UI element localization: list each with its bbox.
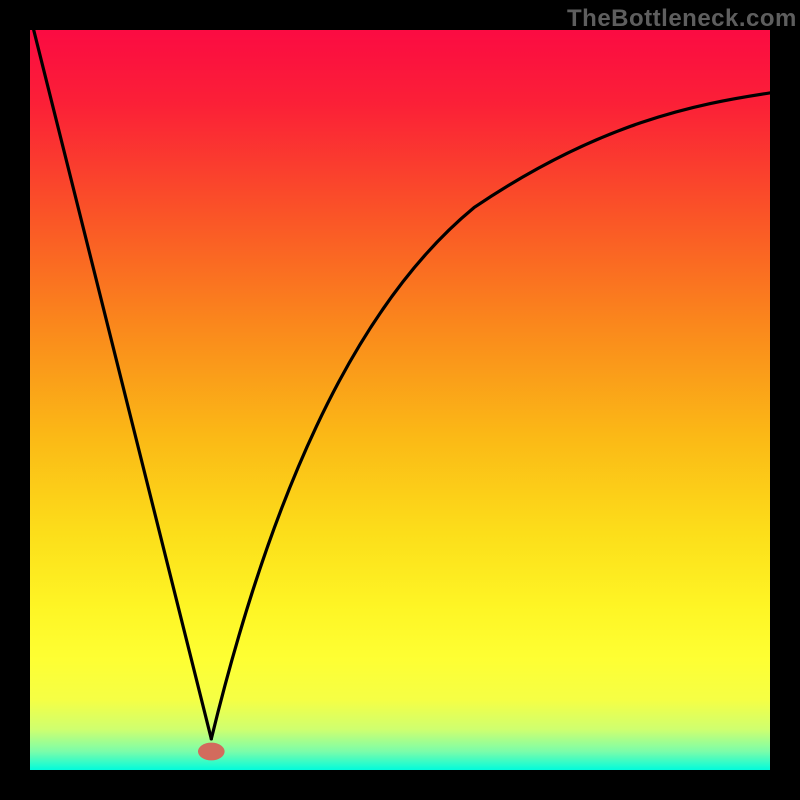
chart-svg: [30, 30, 770, 770]
watermark-text: TheBottleneck.com: [567, 5, 797, 33]
plot-area: [30, 30, 770, 770]
chart-background: [30, 30, 770, 770]
vertex-marker: [198, 743, 225, 761]
